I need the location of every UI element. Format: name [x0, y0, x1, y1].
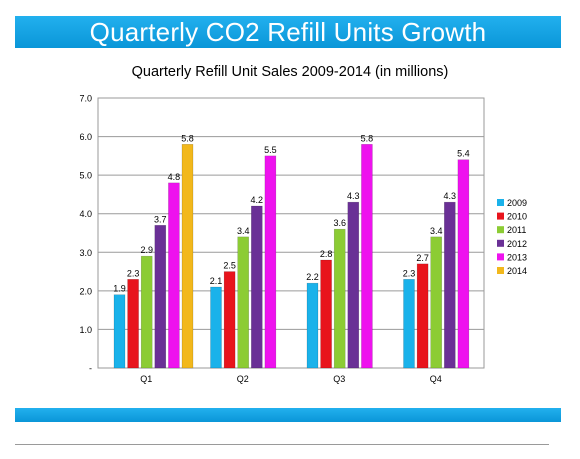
bar — [320, 259, 332, 369]
legend-label: 2012 — [507, 239, 527, 249]
bar — [168, 182, 180, 369]
bar — [127, 279, 139, 369]
data-label: 2.2 — [306, 272, 319, 282]
bar — [210, 286, 222, 369]
legend-label: 2011 — [507, 225, 526, 235]
bar — [237, 236, 249, 369]
bar — [181, 144, 194, 369]
legend-label: 2009 — [507, 198, 527, 208]
legend-label: 2013 — [507, 252, 527, 262]
data-label: 5.5 — [264, 145, 277, 155]
bar — [333, 228, 346, 369]
x-tick-label: Q2 — [237, 374, 249, 384]
chart-title: Quarterly Refill Unit Sales 2009-2014 (i… — [131, 64, 449, 80]
legend-label: 2010 — [507, 212, 527, 222]
bar — [347, 201, 360, 369]
data-label: 4.3 — [444, 191, 457, 201]
data-label: 3.4 — [430, 226, 443, 236]
legend-label: 2014 — [507, 266, 527, 276]
bar — [264, 155, 277, 369]
x-tick-label: Q1 — [140, 374, 152, 384]
data-label: 5.8 — [181, 133, 194, 143]
data-label: 4.8 — [168, 172, 181, 182]
slide-title: Quarterly CO2 Refill Units Growth — [89, 16, 487, 47]
bar — [457, 159, 470, 369]
data-label: 2.5 — [223, 261, 236, 271]
bar — [251, 205, 263, 369]
bar — [361, 144, 373, 369]
data-label: 2.1 — [210, 276, 223, 286]
bar — [403, 279, 415, 369]
title-banner: Quarterly CO2 Refill Units Growth — [15, 16, 561, 48]
legend-swatch — [497, 253, 504, 261]
legend-swatch — [497, 212, 504, 220]
y-tick-label: 6.0 — [79, 132, 92, 142]
bar — [113, 294, 126, 369]
bar — [223, 271, 236, 369]
legend-swatch — [497, 226, 504, 234]
footer-divider — [15, 444, 549, 445]
data-label: 4.3 — [347, 191, 360, 201]
y-tick-label: 1.0 — [79, 325, 92, 335]
data-label: 4.2 — [251, 195, 264, 205]
data-label: 3.7 — [154, 214, 167, 224]
bar — [430, 236, 442, 369]
y-tick-label: - — [89, 364, 92, 374]
y-tick-label: 5.0 — [79, 171, 92, 181]
data-label: 2.9 — [140, 245, 153, 255]
y-tick-label: 3.0 — [79, 248, 92, 258]
legend-swatch — [497, 239, 504, 247]
x-tick-label: Q4 — [430, 374, 442, 384]
bar — [444, 201, 456, 369]
y-tick-label: 7.0 — [79, 94, 92, 104]
data-label: 2.3 — [403, 268, 416, 278]
data-label: 1.9 — [113, 284, 126, 294]
bar — [416, 263, 429, 369]
bar — [306, 282, 319, 369]
data-label: 5.8 — [361, 133, 374, 143]
legend-swatch — [497, 199, 504, 206]
y-tick-label: 2.0 — [79, 286, 92, 296]
bar — [154, 225, 167, 369]
y-tick-label: 4.0 — [79, 209, 92, 219]
legend-swatch — [497, 267, 504, 274]
data-label: 3.6 — [333, 218, 346, 228]
bar — [140, 255, 153, 369]
data-label: 2.3 — [127, 268, 140, 278]
footer-banner — [15, 408, 561, 422]
data-label: 2.7 — [416, 253, 429, 263]
data-label: 5.4 — [457, 149, 470, 159]
x-tick-label: Q3 — [333, 374, 345, 384]
data-label: 2.8 — [320, 249, 333, 259]
data-label: 3.4 — [237, 226, 250, 236]
